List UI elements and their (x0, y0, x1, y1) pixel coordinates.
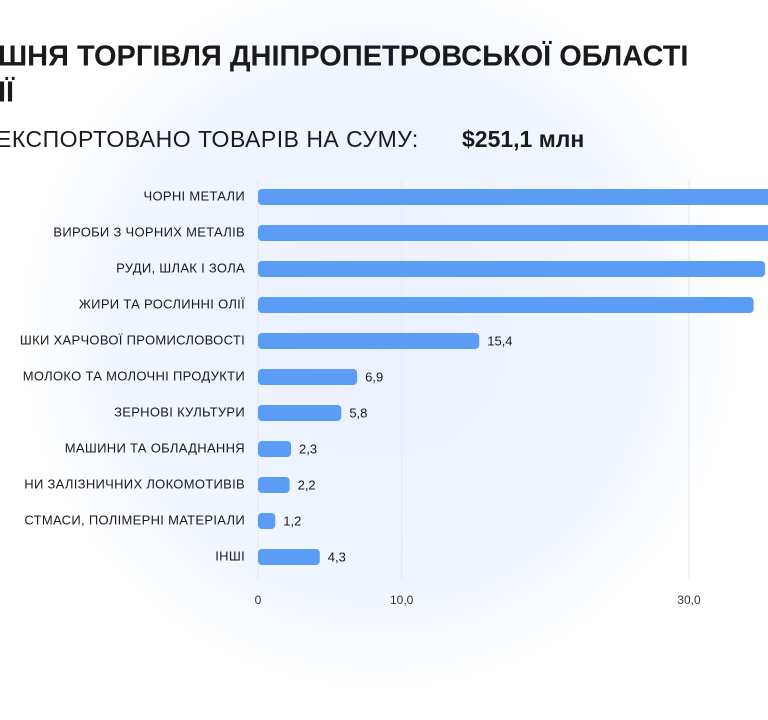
y-tick-label: ЧОРНІ МЕТАЛИ (144, 188, 246, 203)
data-label: 1,2 (283, 513, 301, 528)
bar (258, 225, 768, 241)
bar (258, 369, 358, 385)
chart-title: ШНЯ ТОРГІВЛЯ ДНІПРОПЕТРОВСЬКОЇ ОБЛАСТІ (0, 40, 688, 73)
y-tick-label: СТМАСИ, ПОЛІМЕРНІ МАТЕРІАЛИ (24, 512, 245, 527)
y-tick-label: ЗЕРНОВІ КУЛЬТУРИ (114, 404, 245, 419)
total: $251,1 млн (462, 126, 584, 152)
y-tick-label: МОЛОКО ТА МОЛОЧНІ ПРОДУКТИ (23, 368, 245, 383)
y-tick-label: ІНШІ (215, 548, 245, 563)
bar (258, 441, 292, 457)
bar (258, 405, 342, 421)
bar (258, 297, 754, 313)
subtitle: ЕКСПОРТОВАНО ТОВАРІВ НА СУМУ: (0, 126, 419, 152)
bar (258, 261, 766, 277)
y-tick-label: НИ ЗАЛІЗНИЧНИХ ЛОКОМОТИВІВ (24, 476, 245, 491)
x-tick-label: 0 (255, 593, 262, 607)
data-label: 2,3 (299, 441, 317, 456)
data-label: 6,9 (365, 369, 383, 384)
bar (258, 333, 480, 349)
y-tick-label: ШКИ ХАРЧОВОЇ ПРОМИСЛОВОСТІ (20, 332, 245, 347)
bar (258, 189, 768, 205)
bar (258, 549, 320, 565)
y-tick-label: РУДИ, ШЛАК І ЗОЛА (116, 260, 245, 275)
data-label: 4,3 (328, 549, 346, 564)
y-tick-label: МАШИНИ ТА ОБЛАДНАННЯ (65, 440, 245, 455)
data-label: 15,4 (487, 333, 512, 348)
bar (258, 513, 276, 529)
data-label: 5,8 (349, 405, 367, 420)
x-tick-label: 10,0 (390, 593, 414, 607)
y-tick-label: ЖИРИ ТА РОСЛИННІ ОЛІЇ (79, 296, 245, 311)
y-tick-label: ВИРОБИ З ЧОРНИХ МЕТАЛІВ (53, 224, 245, 239)
data-label: 2,2 (298, 477, 316, 492)
chart-title-line2: ІЇ (0, 76, 15, 109)
x-tick-label: 30,0 (677, 593, 701, 607)
bar (258, 477, 290, 493)
